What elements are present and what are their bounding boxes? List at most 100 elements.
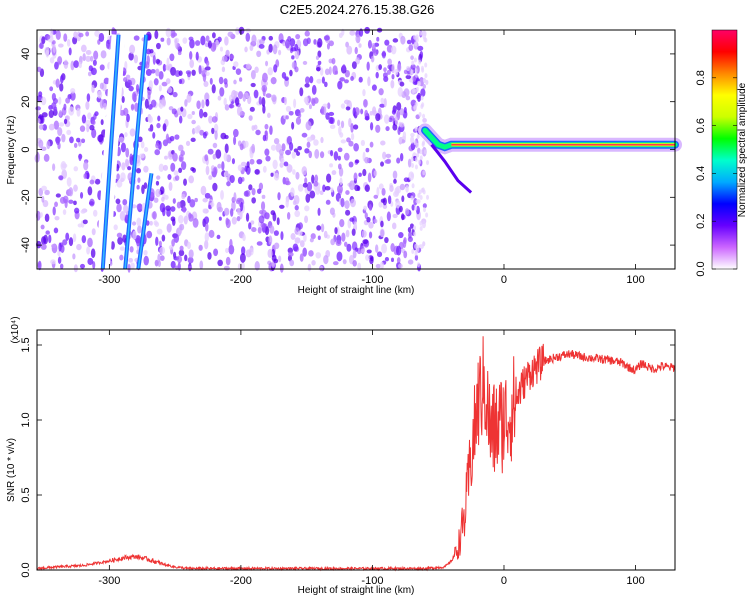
spectrogram-blob: [121, 162, 126, 171]
spectrogram-blob: [83, 161, 89, 171]
spectrogram-blob: [390, 257, 395, 263]
spectrogram-blob: [249, 158, 255, 165]
spectrogram-blob: [270, 172, 274, 177]
spectrogram-blob: [189, 39, 195, 49]
spectrogram-blob: [194, 40, 201, 46]
spectrogram-blob: [294, 43, 299, 52]
spectrogram-blob: [379, 103, 385, 108]
spectrogram-blob: [54, 201, 58, 208]
spectrogram-blob: [410, 64, 416, 70]
spectrogram-blob: [345, 209, 351, 216]
spectrogram-blob: [240, 161, 247, 167]
spectrogram-blob: [313, 139, 319, 146]
spectrogram-blob: [352, 259, 357, 267]
spectrogram-blob: [418, 59, 422, 65]
spectrogram-blob: [292, 200, 297, 206]
spectrogram-blob: [127, 166, 132, 171]
spectrogram-blob: [343, 99, 350, 105]
spectrogram-blob: [191, 119, 196, 125]
spectrogram-blob: [224, 134, 229, 140]
spectrogram-blob: [309, 76, 314, 84]
spectrogram-blob: [226, 181, 231, 187]
spectrogram-blob: [387, 64, 392, 70]
spectrogram-blob: [185, 70, 192, 75]
spectrogram-blob: [373, 219, 378, 224]
spectrogram-blob: [135, 168, 142, 174]
spectrogram-y-ticks: -40 -20 0 20 40: [20, 48, 675, 253]
spectrogram-blob: [311, 98, 316, 107]
spectrogram-blob: [426, 194, 430, 200]
spectrogram-blob: [278, 255, 282, 263]
spectrogram-blob: [85, 119, 91, 127]
spectrogram-blob: [395, 199, 401, 209]
spectrogram-blob: [87, 257, 94, 266]
spectrogram-blob: [278, 49, 282, 56]
spectrogram-blob: [321, 76, 325, 84]
spectrogram-blob: [264, 123, 269, 130]
spectrogram-blob: [168, 181, 173, 192]
spectrogram-blob: [382, 197, 387, 206]
spectrogram-blob: [186, 241, 191, 250]
spectrogram-blob: [172, 218, 176, 226]
spectrogram-blob: [305, 76, 310, 84]
spectrogram-blob: [403, 177, 409, 183]
spectrogram-blob: [324, 68, 330, 76]
spectrogram-blob: [111, 27, 116, 35]
spectrogram-blob: [130, 104, 135, 111]
spectrogram-blob: [63, 103, 67, 111]
spectrogram-blob: [62, 195, 69, 204]
spectrogram-blob: [126, 113, 130, 123]
spectrogram-blob: [204, 154, 209, 162]
spectrogram-blob: [233, 90, 239, 97]
spectrogram-blob: [205, 35, 210, 42]
spectrogram-blob: [319, 190, 324, 196]
spectrogram-blob: [52, 43, 56, 54]
spectrogram-blob: [68, 187, 74, 197]
spectrogram-blob: [257, 226, 262, 234]
spectrogram-blob: [99, 64, 105, 71]
spectrogram-blob: [249, 106, 255, 112]
spectrogram-blob: [379, 261, 384, 270]
spectrogram-blob: [423, 149, 427, 155]
spectrogram-blob: [391, 73, 395, 80]
spectrogram-blob: [268, 43, 273, 53]
spectrogram-blob: [150, 69, 156, 74]
spectrogram-blob: [207, 40, 212, 49]
spectrogram-blob: [390, 79, 395, 89]
spectrogram-blob: [164, 155, 168, 160]
spectrogram-blob: [152, 211, 157, 220]
spectrogram-blob: [65, 232, 70, 241]
spectrogram-blob: [39, 42, 44, 50]
spectrogram-blob: [383, 98, 387, 108]
spectrogram-blob: [66, 129, 72, 136]
spectrogram-blob: [211, 84, 216, 94]
spectrogram-blob: [340, 103, 346, 109]
y-tick-label: 40: [20, 48, 32, 60]
spectrogram-blob: [279, 204, 285, 209]
spectrogram-blob: [262, 104, 266, 114]
spectrogram-blob: [341, 232, 346, 242]
spectrogram-blob: [358, 43, 362, 48]
spectrogram-blob: [272, 44, 278, 55]
spectrogram-blob: [262, 86, 266, 97]
spectrogram-blob: [217, 259, 223, 267]
spectrogram-blob: [283, 161, 289, 167]
spectrogram-blob: [273, 230, 279, 236]
spectrogram-blob: [267, 248, 273, 258]
spectrogram-blob: [381, 243, 388, 254]
spectrogram-blob: [45, 230, 50, 235]
spectrogram-blob: [357, 262, 362, 271]
spectrogram-blob: [214, 130, 218, 141]
spectrogram-blob: [332, 65, 338, 76]
spectrogram-blob: [233, 79, 237, 85]
spectrogram-blob: [79, 125, 86, 132]
spectrogram-blob: [165, 27, 172, 38]
spectrogram-blob: [247, 95, 252, 105]
spectrogram-blob: [339, 177, 343, 186]
spectrogram-blob: [403, 250, 408, 259]
spectrogram-blob: [391, 222, 397, 230]
spectrogram-blob: [337, 184, 343, 194]
spectrogram-blob: [191, 69, 196, 76]
spectrogram-blob: [251, 34, 257, 45]
spectrogram-blob: [376, 251, 383, 258]
